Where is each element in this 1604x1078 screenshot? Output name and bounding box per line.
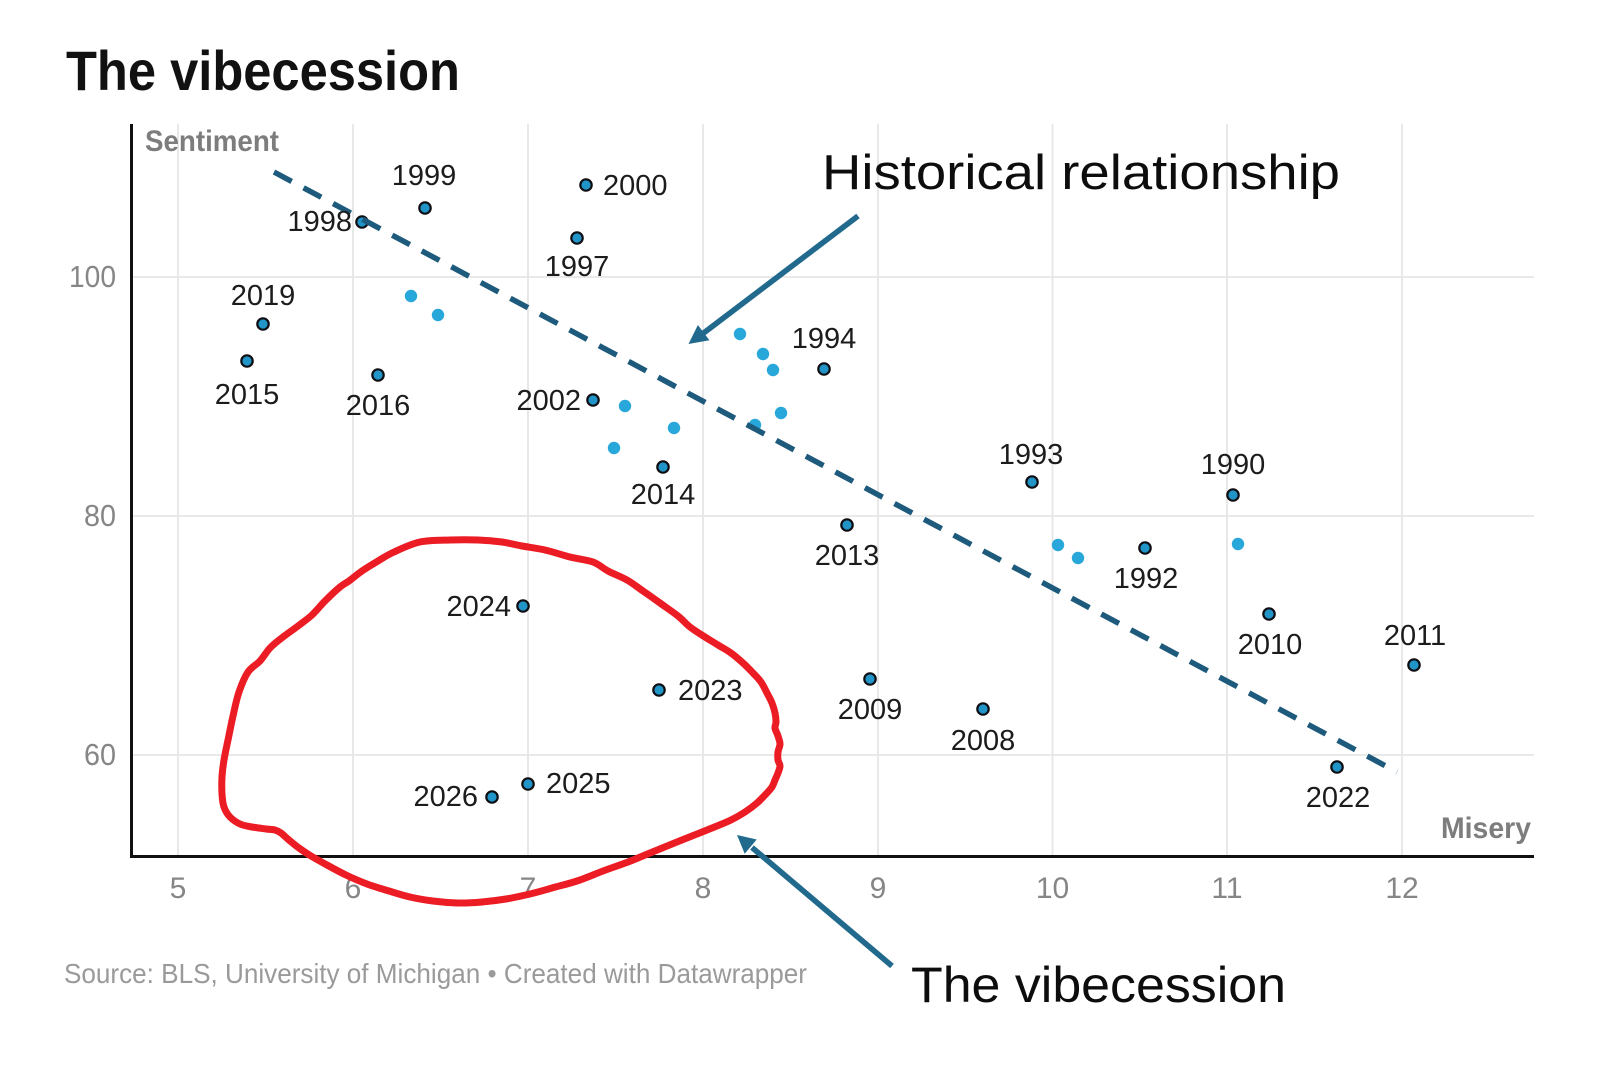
svg-text:The vibecession: The vibecession — [911, 957, 1286, 1013]
svg-text:1993: 1993 — [999, 439, 1064, 471]
svg-text:1994: 1994 — [792, 323, 857, 355]
svg-text:The vibecession: The vibecession — [66, 39, 460, 102]
svg-text:80: 80 — [84, 498, 116, 533]
svg-text:7: 7 — [520, 872, 537, 905]
svg-text:60: 60 — [84, 737, 116, 772]
svg-text:2025: 2025 — [546, 768, 611, 800]
svg-text:2019: 2019 — [231, 280, 296, 312]
svg-text:Historical relationship: Historical relationship — [822, 146, 1340, 200]
svg-text:2000: 2000 — [603, 170, 668, 202]
svg-text:2002: 2002 — [516, 385, 581, 417]
svg-text:2022: 2022 — [1306, 782, 1371, 814]
svg-text:5: 5 — [170, 872, 187, 905]
svg-text:2014: 2014 — [631, 479, 696, 511]
svg-text:1992: 1992 — [1114, 563, 1179, 595]
svg-text:Source: BLS, University of Mic: Source: BLS, University of Michigan • Cr… — [64, 958, 807, 989]
svg-text:10: 10 — [1036, 872, 1069, 905]
svg-text:2010: 2010 — [1238, 629, 1303, 661]
svg-text:9: 9 — [870, 872, 887, 905]
svg-text:1997: 1997 — [545, 251, 610, 283]
svg-text:11: 11 — [1211, 872, 1242, 905]
svg-text:2023: 2023 — [678, 675, 743, 707]
svg-text:100: 100 — [69, 259, 116, 294]
svg-text:Sentiment: Sentiment — [145, 125, 279, 158]
svg-text:2026: 2026 — [413, 781, 478, 813]
svg-text:8: 8 — [695, 872, 712, 905]
svg-text:1999: 1999 — [392, 160, 457, 192]
svg-text:1990: 1990 — [1201, 449, 1266, 481]
svg-text:2024: 2024 — [446, 591, 511, 623]
svg-text:2011: 2011 — [1384, 620, 1446, 652]
svg-text:2013: 2013 — [815, 540, 880, 572]
svg-text:2016: 2016 — [346, 390, 411, 422]
svg-text:2008: 2008 — [951, 725, 1016, 757]
svg-text:1998: 1998 — [287, 206, 352, 238]
svg-text:2009: 2009 — [838, 694, 903, 726]
svg-text:12: 12 — [1385, 872, 1418, 905]
svg-text:Misery: Misery — [1441, 812, 1531, 845]
svg-text:2015: 2015 — [215, 379, 280, 411]
